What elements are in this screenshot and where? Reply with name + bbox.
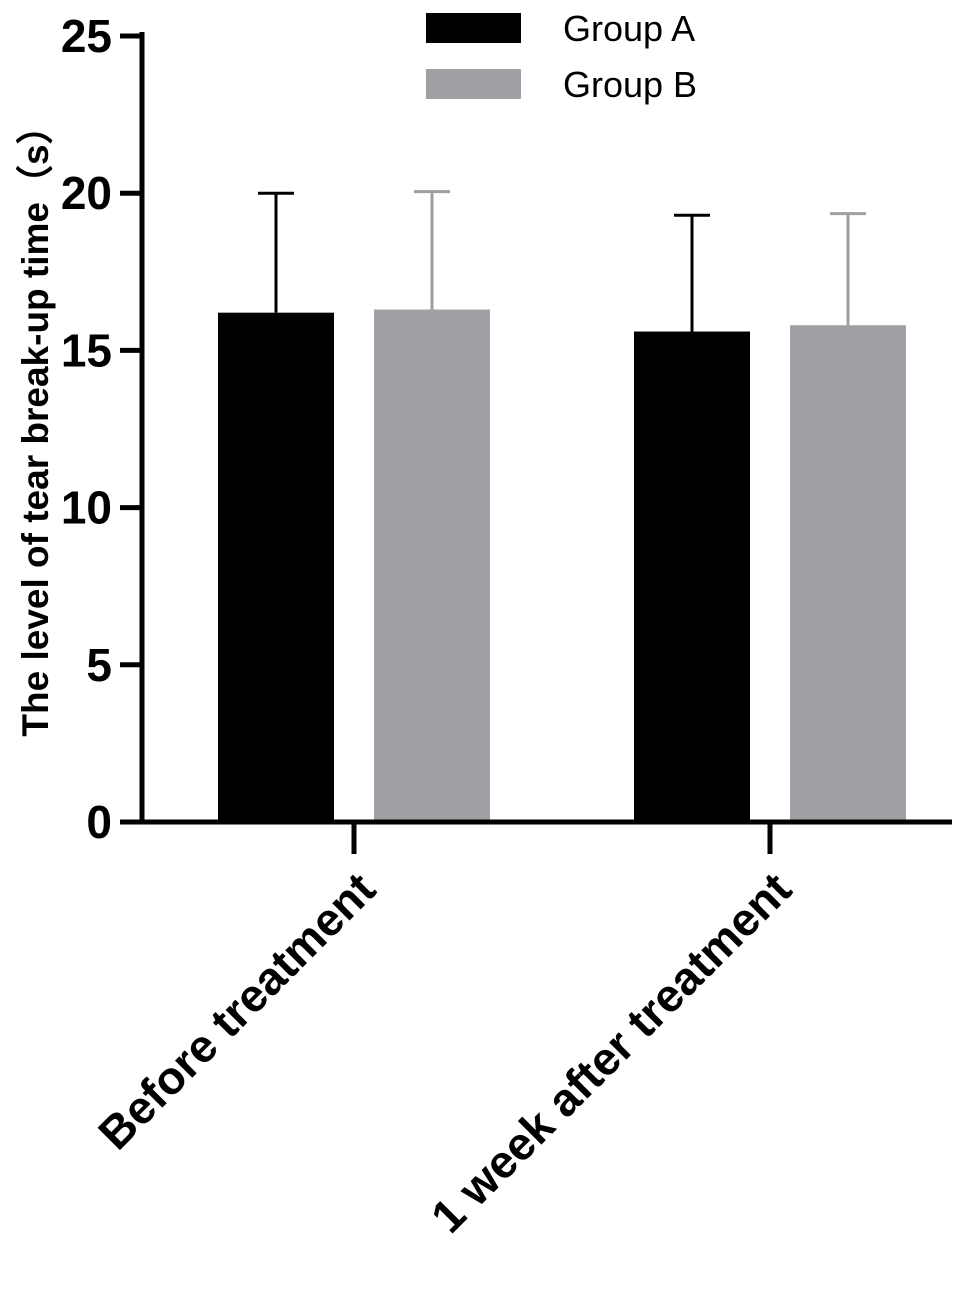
bar [218,312,334,822]
legend-label: Group B [563,64,697,105]
bar [790,325,906,822]
bar [374,309,490,822]
legend: Group A Group B [426,8,697,105]
legend-item: Group B [426,64,697,105]
x-tick-label: Before treatment [88,862,385,1159]
plot-area: 0 5 10 15 20 25 Before treatment 1 week after t… [61,10,952,1243]
y-tick-label: 15 [61,324,112,376]
legend-label: Group A [563,8,695,49]
y-tick-label: 5 [86,639,112,691]
y-tick-label: 20 [61,167,112,219]
legend-swatch [426,13,521,43]
legend-item: Group A [426,8,695,49]
x-tick-label: 1 week after treatment [421,862,801,1242]
y-axis-title: The level of tear break-up time（s） [15,107,56,736]
y-tick-label: 10 [61,482,112,534]
y-tick-label: 0 [86,796,112,848]
bar [634,331,750,822]
y-tick-label: 25 [61,10,112,62]
legend-swatch [426,69,521,99]
